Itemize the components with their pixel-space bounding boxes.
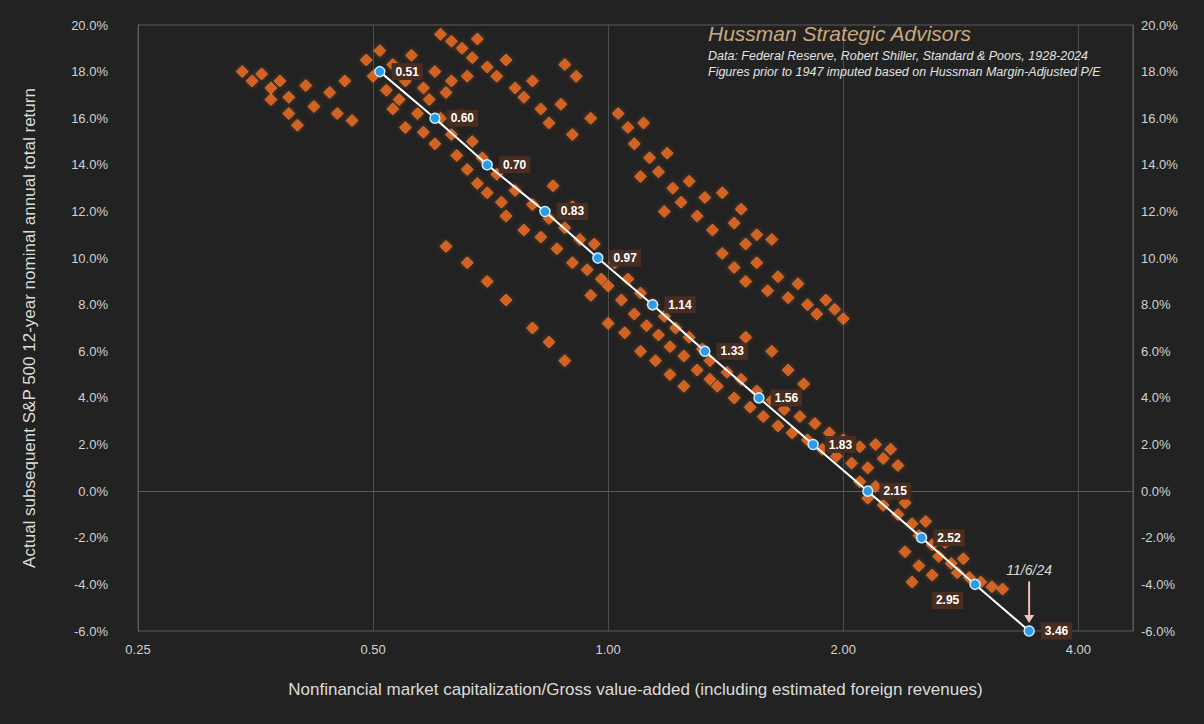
svg-text:0.0%: 0.0% [1141, 484, 1171, 499]
svg-text:4.00: 4.00 [1066, 642, 1091, 657]
svg-text:0.83: 0.83 [561, 204, 585, 218]
svg-text:Figures prior to 1947 imputed: Figures prior to 1947 imputed based on H… [708, 65, 1101, 79]
svg-text:16.0%: 16.0% [71, 111, 108, 126]
svg-text:-6.0%: -6.0% [74, 624, 108, 639]
svg-text:0.0%: 0.0% [78, 484, 108, 499]
svg-text:0.97: 0.97 [614, 251, 638, 265]
svg-text:8.0%: 8.0% [78, 297, 108, 312]
svg-text:18.0%: 18.0% [71, 64, 108, 79]
svg-text:2.95: 2.95 [936, 593, 960, 607]
svg-text:12.0%: 12.0% [71, 204, 108, 219]
svg-text:-4.0%: -4.0% [1141, 577, 1175, 592]
svg-text:4.0%: 4.0% [78, 390, 108, 405]
svg-text:Hussman Strategic Advisors: Hussman Strategic Advisors [708, 22, 971, 45]
svg-text:2.0%: 2.0% [78, 437, 108, 452]
svg-text:12.0%: 12.0% [1141, 204, 1178, 219]
svg-text:6.0%: 6.0% [1141, 344, 1171, 359]
svg-text:Nonfinancial market capitaliza: Nonfinancial market capitalization/Gross… [288, 680, 983, 699]
svg-text:1.56: 1.56 [775, 391, 799, 405]
svg-text:18.0%: 18.0% [1141, 64, 1178, 79]
svg-text:2.52: 2.52 [937, 531, 961, 545]
svg-text:14.0%: 14.0% [71, 157, 108, 172]
svg-text:1.33: 1.33 [721, 344, 745, 358]
svg-text:1.00: 1.00 [595, 642, 620, 657]
svg-text:0.70: 0.70 [503, 158, 527, 172]
svg-text:3.46: 3.46 [1045, 624, 1069, 638]
svg-text:2.15: 2.15 [884, 484, 908, 498]
svg-text:20.0%: 20.0% [71, 18, 108, 33]
svg-text:1.14: 1.14 [668, 298, 692, 312]
svg-text:-2.0%: -2.0% [1141, 530, 1175, 545]
svg-text:10.0%: 10.0% [71, 251, 108, 266]
svg-text:10.0%: 10.0% [1141, 251, 1178, 266]
svg-text:-6.0%: -6.0% [1141, 624, 1175, 639]
svg-text:2.00: 2.00 [831, 642, 856, 657]
svg-text:20.0%: 20.0% [1141, 18, 1178, 33]
svg-text:Actual subsequent S&P 500 12-y: Actual subsequent S&P 500 12-year nomina… [20, 88, 39, 568]
svg-text:14.0%: 14.0% [1141, 157, 1178, 172]
svg-text:6.0%: 6.0% [78, 344, 108, 359]
svg-text:0.51: 0.51 [396, 65, 420, 79]
svg-text:1.83: 1.83 [829, 438, 853, 452]
svg-text:-4.0%: -4.0% [74, 577, 108, 592]
svg-text:0.25: 0.25 [125, 642, 150, 657]
svg-text:11/6/24: 11/6/24 [1006, 562, 1052, 578]
svg-text:16.0%: 16.0% [1141, 111, 1178, 126]
svg-text:4.0%: 4.0% [1141, 390, 1171, 405]
svg-text:-2.0%: -2.0% [74, 530, 108, 545]
svg-text:8.0%: 8.0% [1141, 297, 1171, 312]
svg-text:0.60: 0.60 [451, 111, 475, 125]
svg-text:2.0%: 2.0% [1141, 437, 1171, 452]
svg-text:Data: Federal Reserve, Robert: Data: Federal Reserve, Robert Shiller, S… [708, 49, 1088, 63]
svg-text:0.50: 0.50 [360, 642, 385, 657]
